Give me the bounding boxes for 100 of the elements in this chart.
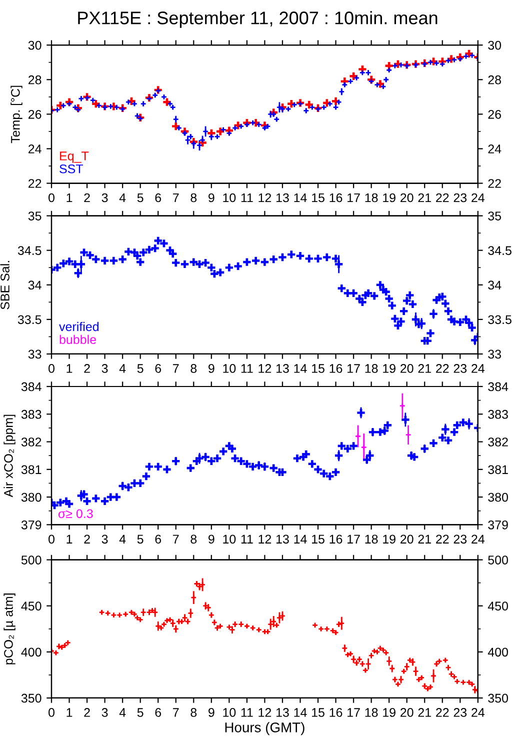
x-tick-label: 16 bbox=[330, 708, 342, 717]
legend-label: bubble bbox=[60, 334, 96, 344]
x-tick-label: 17 bbox=[348, 364, 360, 373]
x-tick-label: 22 bbox=[436, 193, 449, 202]
x-tick-label: 7 bbox=[173, 364, 179, 373]
x-tick-label: 19 bbox=[383, 364, 396, 373]
x-tick-label: 19 bbox=[383, 534, 396, 544]
x-tick-label: 8 bbox=[190, 364, 197, 373]
x-tick-label: 23 bbox=[454, 364, 467, 373]
x-tick-label: 24 bbox=[472, 708, 485, 717]
y-tick-label: 379 bbox=[21, 520, 42, 530]
x-tick-label: 10 bbox=[223, 708, 236, 717]
x-tick-label: 13 bbox=[276, 364, 289, 373]
x-tick-label: 12 bbox=[258, 193, 272, 202]
x-tick-label: 1 bbox=[66, 193, 72, 202]
x-tick-label: 11 bbox=[241, 193, 253, 202]
y-tick-label: 384 bbox=[21, 382, 42, 392]
x-tick-label: 13 bbox=[276, 708, 289, 717]
x-tick-label: 14 bbox=[294, 708, 307, 717]
x-tick-label: 7 bbox=[173, 193, 179, 202]
y-tick-label: 33.5 bbox=[18, 315, 42, 324]
x-tick-label: 3 bbox=[102, 193, 108, 202]
chart-title: PX115E : September 11, 2007 : 10min. mean bbox=[78, 11, 438, 28]
x-tick-label: 0 bbox=[48, 708, 54, 717]
x-tick-label: 12 bbox=[258, 364, 272, 373]
x-tick-label: 14 bbox=[294, 193, 307, 202]
y-tick-label: 35 bbox=[28, 212, 42, 220]
y-axis-title: Temp. [°C] bbox=[10, 86, 22, 144]
x-tick-label: 0 bbox=[48, 364, 54, 373]
x-tick-label: 20 bbox=[400, 364, 414, 373]
x-tick-label: 3 bbox=[102, 534, 108, 544]
y2-tick-label: 500 bbox=[488, 556, 508, 564]
x-tick-label: 4 bbox=[119, 364, 126, 373]
y-tick-label: 28 bbox=[28, 75, 42, 84]
y-tick-label: 34.5 bbox=[18, 246, 42, 255]
annotation: σ≥ 0.3 bbox=[58, 509, 93, 518]
x-tick-label: 0 bbox=[48, 193, 54, 202]
x-tick-label: 9 bbox=[208, 364, 214, 373]
y2-tick-label: 35 bbox=[488, 212, 502, 220]
y-axis-title: pCO₂ [µ atm] bbox=[4, 594, 16, 664]
y-tick-label: 500 bbox=[21, 556, 42, 564]
y-axis-title: SBE Sal. bbox=[0, 261, 10, 310]
x-tick-label: 1 bbox=[66, 364, 72, 373]
x-tick-label: 9 bbox=[208, 534, 214, 544]
y2-tick-label: 400 bbox=[488, 648, 508, 657]
x-tick-label: 6 bbox=[155, 534, 162, 544]
y-tick-label: 33 bbox=[28, 350, 42, 359]
y-tick-label: 22 bbox=[28, 179, 42, 188]
x-tick-label: 16 bbox=[330, 193, 342, 202]
y2-tick-label: 33 bbox=[488, 350, 501, 359]
x-tick-label: 23 bbox=[454, 193, 467, 202]
x-tick-label: 5 bbox=[137, 534, 144, 544]
x-tick-label: 15 bbox=[312, 193, 324, 202]
y2-tick-label: 22 bbox=[488, 179, 501, 188]
x-axis-title: Hours (GMT) bbox=[225, 722, 304, 736]
x-tick-label: 11 bbox=[241, 708, 253, 717]
x-tick-label: 1 bbox=[66, 534, 72, 544]
x-tick-label: 21 bbox=[418, 364, 431, 373]
y2-tick-label: 380 bbox=[488, 492, 508, 502]
x-tick-label: 18 bbox=[365, 364, 378, 373]
y-tick-label: 381 bbox=[21, 465, 42, 474]
x-tick-label: 15 bbox=[312, 364, 324, 373]
x-tick-label: 6 bbox=[155, 708, 162, 717]
y-tick-label: 380 bbox=[21, 492, 42, 502]
x-tick-label: 4 bbox=[119, 534, 126, 544]
y2-tick-label: 450 bbox=[488, 602, 508, 611]
x-tick-label: 16 bbox=[330, 534, 342, 544]
x-tick-label: 17 bbox=[348, 193, 360, 202]
y2-tick-label: 381 bbox=[488, 465, 508, 474]
text: SST bbox=[60, 164, 84, 174]
x-tick-label: 4 bbox=[119, 193, 126, 202]
x-tick-label: 21 bbox=[418, 193, 431, 202]
x-tick-label: 1 bbox=[66, 708, 72, 717]
x-tick-label: 0 bbox=[48, 534, 54, 544]
x-tick-label: 22 bbox=[436, 534, 449, 544]
x-tick-label: 11 bbox=[241, 534, 253, 544]
x-tick-label: 2 bbox=[84, 534, 90, 544]
x-tick-label: 14 bbox=[294, 534, 307, 544]
x-tick-label: 12 bbox=[258, 708, 272, 717]
x-tick-label: 9 bbox=[208, 708, 214, 717]
x-tick-label: 20 bbox=[400, 193, 414, 202]
x-tick-label: 24 bbox=[472, 364, 485, 373]
x-tick-label: 7 bbox=[173, 708, 179, 717]
x-tick-label: 18 bbox=[365, 193, 378, 202]
x-tick-label: 10 bbox=[223, 364, 236, 373]
x-tick-label: 13 bbox=[276, 193, 289, 202]
x-tick-label: 22 bbox=[436, 708, 449, 717]
y-tick-label: 24 bbox=[28, 144, 42, 154]
y-tick-label: 382 bbox=[21, 438, 42, 446]
x-tick-label: 12 bbox=[258, 534, 272, 544]
x-tick-label: 18 bbox=[365, 534, 378, 544]
text: Eq_T bbox=[60, 152, 89, 163]
x-tick-label: 6 bbox=[155, 193, 162, 202]
y-axis-title: Air xCO₂ [ppm] bbox=[4, 414, 16, 498]
x-tick-label: 16 bbox=[330, 364, 342, 373]
y-tick-label: 383 bbox=[21, 410, 42, 419]
x-tick-label: 3 bbox=[102, 364, 108, 373]
x-tick-label: 3 bbox=[102, 708, 108, 717]
x-tick-label: 2 bbox=[84, 193, 90, 202]
y2-tick-label: 34 bbox=[488, 280, 502, 290]
